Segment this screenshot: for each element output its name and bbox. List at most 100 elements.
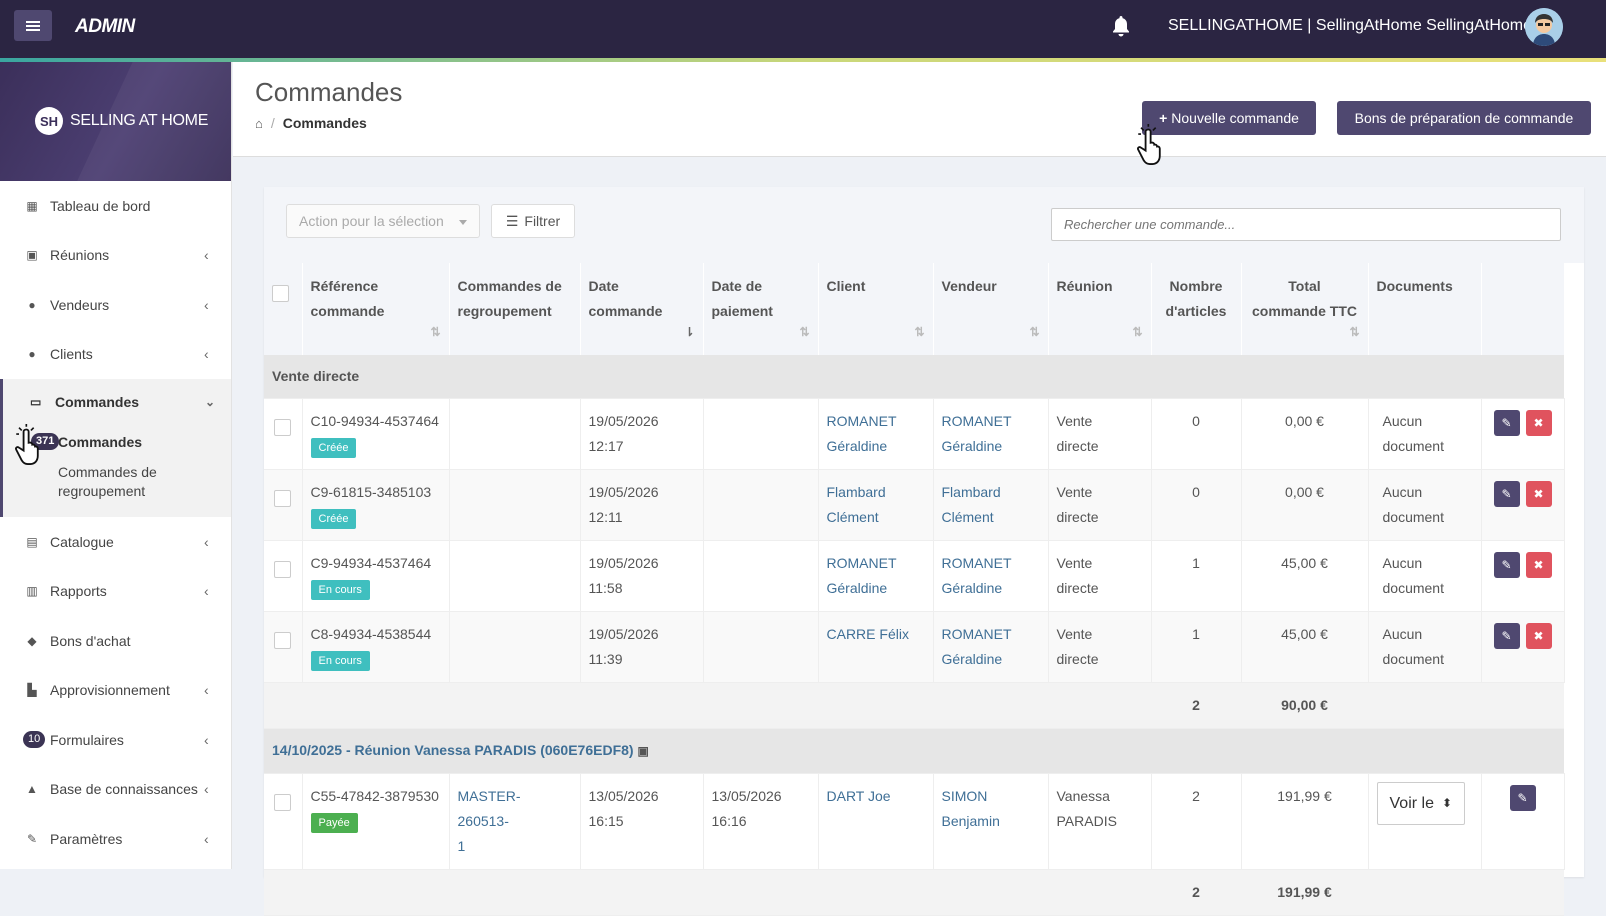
status-badge: En cours — [310, 651, 370, 671]
logo-text: SELLING AT HOME — [70, 112, 209, 129]
client-link[interactable]: DART Joe — [827, 788, 891, 804]
hand-pointer-icon — [15, 424, 39, 465]
admin-brand: ADMIN — [75, 16, 135, 37]
delete-icon[interactable]: ✖ — [1525, 410, 1552, 436]
delete-icon[interactable]: ✖ — [1525, 481, 1552, 507]
home-icon[interactable]: ⌂ — [255, 115, 263, 131]
order-reference[interactable]: C55-47842-3879530 — [310, 788, 439, 804]
sidebar-item-base-connaissances[interactable]: ▲ Base de connaissances ‹ — [0, 765, 231, 815]
status-badge: Créée — [310, 509, 357, 529]
documents-2: document — [1382, 651, 1444, 667]
select-all-checkbox[interactable] — [272, 285, 289, 302]
sidebar-item-vendeurs[interactable]: ● Vendeurs ‹ — [0, 280, 231, 330]
sidebar-item-formulaires[interactable]: 10 Formulaires ‹ — [0, 715, 231, 765]
hand-pointer-icon — [1137, 124, 1161, 165]
column-header[interactable]: Date commande ⇂ — [580, 263, 704, 355]
avatar[interactable] — [1525, 8, 1563, 46]
chevron-left-icon: ‹ — [204, 731, 209, 748]
edit-icon[interactable]: ✎ — [1493, 623, 1520, 649]
sidebar-item-parametres[interactable]: ✎ Paramètres ‹ — [0, 814, 231, 864]
group-title: Vente directe — [272, 368, 360, 384]
status-badge: En cours — [310, 580, 370, 600]
seller-link[interactable]: ROMANET Géraldine — [942, 626, 1012, 667]
column-header[interactable]: Client ⇅ — [818, 263, 934, 355]
regroupement-cell — [449, 611, 581, 683]
content-header: Commandes ⌂ / Commandes + Nouvelle commande… — [233, 62, 1606, 157]
bulk-action-select[interactable]: Action pour la sélection — [286, 204, 480, 238]
actions-header — [1481, 263, 1565, 355]
column-header[interactable]: Réunion ⇅ — [1048, 263, 1152, 355]
chevron-left-icon: ‹ — [204, 781, 209, 798]
row-checkbox[interactable] — [274, 419, 292, 436]
breadcrumb-current: Commandes — [282, 115, 367, 131]
sidebar-item-bons-achat[interactable]: ◆ Bons d'achat — [0, 616, 231, 666]
new-order-button[interactable]: + Nouvelle commande — [1142, 101, 1316, 135]
hamburger-menu-button[interactable] — [14, 10, 52, 41]
seller-link[interactable]: SIMON Benjamin — [942, 788, 1000, 829]
edit-icon[interactable]: ✎ — [1493, 410, 1520, 436]
meeting-2: directe — [1056, 580, 1099, 596]
table-toolbar: Action pour la sélection ☰ Filtrer — [264, 187, 1584, 263]
documents-1: Aucun — [1382, 484, 1423, 500]
meeting-group-link[interactable]: 14/10/2025 - Réunion Vanessa PARADIS (06… — [272, 742, 634, 758]
seller-name-1: SIMON — [941, 788, 988, 804]
edit-icon[interactable]: ✎ — [1493, 481, 1520, 507]
column-header[interactable]: Date de paiement ⇅ — [703, 263, 819, 355]
client-link[interactable]: Flambard Clément — [827, 484, 886, 525]
column-header[interactable]: Total commande TTC ⇅ — [1241, 263, 1369, 355]
order-reference[interactable]: C10-94934-4537464 — [310, 413, 439, 429]
sidebar-item-clients[interactable]: ● Clients ‹ — [0, 330, 231, 380]
column-header-label: Documents — [1376, 278, 1453, 294]
chevron-left-icon: ‹ — [204, 247, 209, 264]
preparation-slips-button[interactable]: Bons de préparation de commande — [1337, 101, 1591, 135]
order-reference[interactable]: C9-94934-4537464 — [310, 555, 432, 571]
preparation-slips-label: Bons de préparation de commande — [1354, 110, 1574, 126]
sidebar-item-tableau-de-bord[interactable]: ▦ Tableau de bord — [0, 181, 231, 231]
delete-icon[interactable]: ✖ — [1525, 623, 1552, 649]
client-link[interactable]: ROMANET Géraldine — [827, 555, 897, 596]
filter-button[interactable]: ☰ Filtrer — [491, 204, 575, 238]
seller-name-1: Flambard — [941, 484, 1001, 500]
edit-icon[interactable]: ✎ — [1509, 785, 1536, 811]
status-badge: Payée — [310, 813, 358, 833]
table-row: C9-61815-3485103 Créée 19/05/2026 12:11 Fl… — [264, 469, 1565, 541]
row-checkbox[interactable] — [274, 632, 292, 649]
chevron-left-icon: ‹ — [204, 682, 209, 699]
client-link[interactable]: ROMANET Géraldine — [827, 413, 897, 454]
order-reference[interactable]: C8-94934-4538544 — [310, 626, 432, 642]
sidebar-item-reunions[interactable]: ▣ Réunions ‹ — [0, 231, 231, 281]
sidebar-item-rapports[interactable]: ▥ Rapports ‹ — [0, 567, 231, 617]
bar-chart-icon: ▥ — [26, 584, 38, 599]
search-input[interactable] — [1051, 208, 1561, 241]
row-checkbox[interactable] — [274, 490, 292, 507]
client-name-2: Géraldine — [826, 438, 888, 454]
column-header-label: Nombre d'articles — [1165, 278, 1227, 319]
seller-link[interactable]: Flambard Clément — [942, 484, 1001, 525]
user-name[interactable]: SELLINGATHOME | SellingAtHome SellingAtH… — [1168, 17, 1532, 34]
sidebar-item-commandes[interactable]: ▭ Commandes ⌄ — [3, 379, 231, 425]
regroupement-link[interactable]: MASTER-260513- 1 — [458, 788, 521, 854]
row-checkbox[interactable] — [274, 561, 292, 578]
seller-link[interactable]: ROMANET Géraldine — [942, 555, 1012, 596]
sidebar-item-catalogue[interactable]: ▤ Catalogue ‹ — [0, 517, 231, 567]
sidebar-subitem-commandes[interactable]: 371 Commandes — [3, 425, 231, 459]
seller-link[interactable]: ROMANET Géraldine — [942, 413, 1012, 454]
sidebar-item-approvisionnement[interactable]: ▙ Approvisionnement ‹ — [0, 666, 231, 716]
edit-icon[interactable]: ✎ — [1493, 552, 1520, 578]
menu-icon — [26, 24, 40, 27]
column-header[interactable]: Référence commande ⇅ — [302, 263, 450, 355]
sidebar: SH SELLING AT HOME ▦ Tableau de bord ▣ Réu… — [0, 62, 232, 869]
delete-icon[interactable]: ✖ — [1525, 552, 1552, 578]
sidebar-logo[interactable]: SH SELLING AT HOME — [0, 62, 231, 181]
order-reference[interactable]: C9-61815-3485103 — [310, 484, 432, 500]
seller-name-1: ROMANET — [941, 555, 1012, 571]
row-checkbox[interactable] — [274, 794, 292, 811]
bell-icon[interactable] — [1111, 15, 1131, 37]
column-header[interactable]: Vendeur ⇅ — [933, 263, 1049, 355]
client-link[interactable]: CARRE Félix — [827, 626, 909, 642]
documents-select[interactable]: Voir le ⬍ — [1376, 782, 1466, 825]
column-header-label: Référence commande — [310, 278, 385, 319]
sort-icon: ⇅ — [1029, 325, 1040, 339]
sidebar-subitem-commandes-regroupement[interactable]: Commandes de regroupement — [3, 459, 231, 517]
sort-caret-icon: ⬍ — [1441, 796, 1453, 810]
